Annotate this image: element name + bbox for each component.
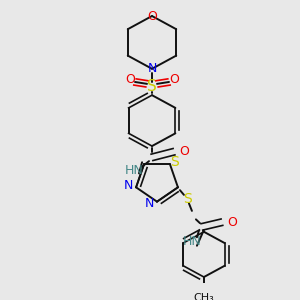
Text: O: O — [179, 145, 189, 158]
Text: N: N — [123, 179, 133, 192]
Text: O: O — [169, 73, 179, 86]
Text: HN: HN — [182, 236, 201, 248]
Text: O: O — [227, 216, 237, 229]
Text: CH₃: CH₃ — [194, 293, 214, 300]
Text: O: O — [125, 73, 135, 86]
Text: S: S — [184, 192, 192, 206]
Text: HN: HN — [124, 164, 143, 177]
Text: S: S — [147, 79, 157, 94]
Text: O: O — [147, 10, 157, 22]
Text: N: N — [147, 62, 157, 75]
Text: N: N — [144, 197, 154, 210]
Text: S: S — [171, 155, 179, 169]
